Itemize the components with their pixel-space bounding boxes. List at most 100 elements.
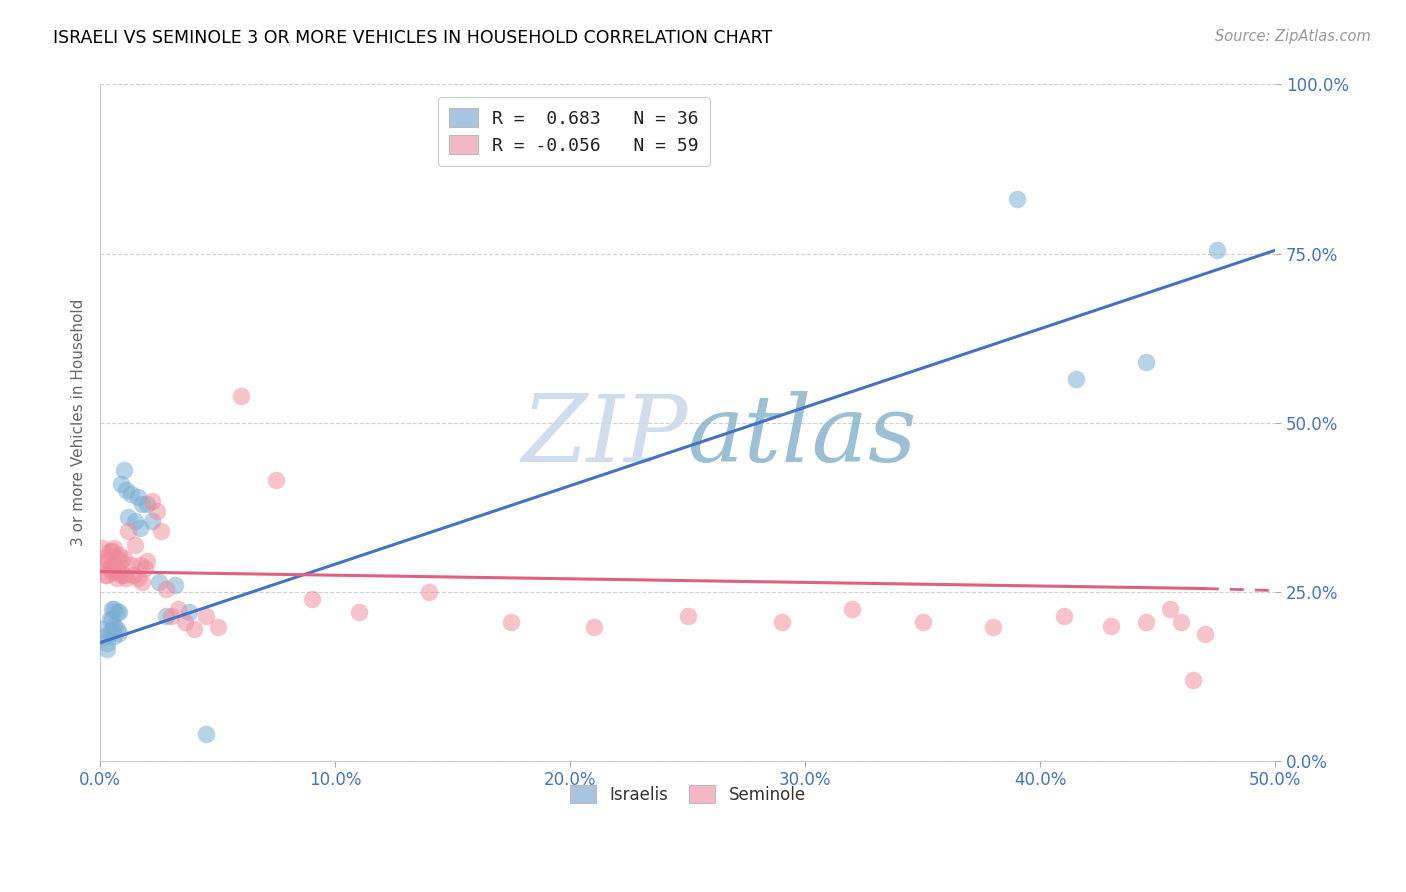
- Point: [98, 612, 121, 626]
- Point: [1170, 615, 1192, 630]
- Point: [115, 571, 138, 585]
- Point: [159, 608, 181, 623]
- Text: Source: ZipAtlas.com: Source: ZipAtlas.com: [1215, 29, 1371, 44]
- Point: [582, 620, 605, 634]
- Point: [155, 608, 177, 623]
- Point: [110, 476, 132, 491]
- Point: [131, 497, 153, 511]
- Point: [115, 483, 138, 498]
- Point: [98, 544, 121, 558]
- Point: [96, 635, 118, 649]
- Point: [105, 605, 128, 619]
- Point: [103, 558, 125, 572]
- Point: [136, 554, 159, 568]
- Text: ISRAELI VS SEMINOLE 3 OR MORE VEHICLES IN HOUSEHOLD CORRELATION CHART: ISRAELI VS SEMINOLE 3 OR MORE VEHICLES I…: [53, 29, 773, 46]
- Point: [94, 629, 117, 643]
- Point: [122, 568, 145, 582]
- Point: [103, 629, 125, 643]
- Point: [501, 615, 523, 630]
- Point: [981, 620, 1004, 634]
- Point: [911, 615, 934, 630]
- Point: [105, 571, 128, 585]
- Point: [117, 510, 139, 524]
- Point: [117, 524, 139, 538]
- Point: [179, 605, 201, 619]
- Point: [124, 514, 146, 528]
- Point: [183, 622, 205, 636]
- Point: [207, 620, 229, 634]
- Point: [1064, 372, 1087, 386]
- Point: [676, 608, 699, 623]
- Point: [96, 554, 118, 568]
- Point: [101, 612, 124, 626]
- Point: [108, 548, 131, 562]
- Point: [108, 605, 131, 619]
- Point: [347, 605, 370, 619]
- Point: [1159, 602, 1181, 616]
- Point: [91, 558, 114, 572]
- Point: [112, 551, 135, 566]
- Point: [770, 615, 793, 630]
- Point: [1099, 619, 1122, 633]
- Point: [173, 615, 195, 630]
- Point: [141, 493, 163, 508]
- Point: [94, 551, 117, 566]
- Point: [94, 568, 117, 582]
- Point: [1135, 355, 1157, 369]
- Point: [96, 568, 118, 582]
- Point: [266, 473, 288, 487]
- Point: [1053, 608, 1076, 623]
- Point: [841, 602, 863, 616]
- Point: [112, 463, 135, 477]
- Point: [166, 602, 188, 616]
- Point: [101, 565, 124, 579]
- Point: [129, 521, 152, 535]
- Point: [103, 541, 125, 555]
- Point: [148, 574, 170, 589]
- Point: [418, 585, 440, 599]
- Point: [165, 578, 187, 592]
- Point: [145, 504, 167, 518]
- Text: atlas: atlas: [688, 392, 917, 482]
- Point: [231, 389, 253, 403]
- Point: [91, 541, 114, 555]
- Point: [110, 554, 132, 568]
- Point: [131, 574, 153, 589]
- Point: [1205, 244, 1227, 258]
- Legend: Israelis, Seminole: Israelis, Seminole: [560, 775, 815, 814]
- Point: [120, 558, 142, 572]
- Point: [98, 561, 121, 575]
- Point: [91, 622, 114, 636]
- Point: [1182, 673, 1205, 687]
- Y-axis label: 3 or more Vehicles in Household: 3 or more Vehicles in Household: [72, 299, 86, 547]
- Point: [134, 561, 156, 575]
- Point: [301, 591, 323, 606]
- Point: [103, 602, 125, 616]
- Point: [150, 524, 173, 538]
- Point: [108, 565, 131, 579]
- Point: [101, 544, 124, 558]
- Point: [103, 619, 125, 633]
- Point: [136, 497, 159, 511]
- Text: ZIP: ZIP: [522, 392, 688, 482]
- Point: [105, 622, 128, 636]
- Point: [105, 551, 128, 566]
- Point: [194, 727, 217, 741]
- Point: [108, 625, 131, 640]
- Point: [155, 582, 177, 596]
- Point: [110, 568, 132, 582]
- Point: [98, 625, 121, 640]
- Point: [127, 571, 149, 585]
- Point: [101, 602, 124, 616]
- Point: [1194, 627, 1216, 641]
- Point: [1005, 193, 1028, 207]
- Point: [129, 558, 152, 572]
- Point: [112, 568, 135, 582]
- Point: [127, 490, 149, 504]
- Point: [141, 514, 163, 528]
- Point: [120, 487, 142, 501]
- Point: [96, 642, 118, 657]
- Point: [1135, 615, 1157, 630]
- Point: [124, 537, 146, 551]
- Point: [101, 622, 124, 636]
